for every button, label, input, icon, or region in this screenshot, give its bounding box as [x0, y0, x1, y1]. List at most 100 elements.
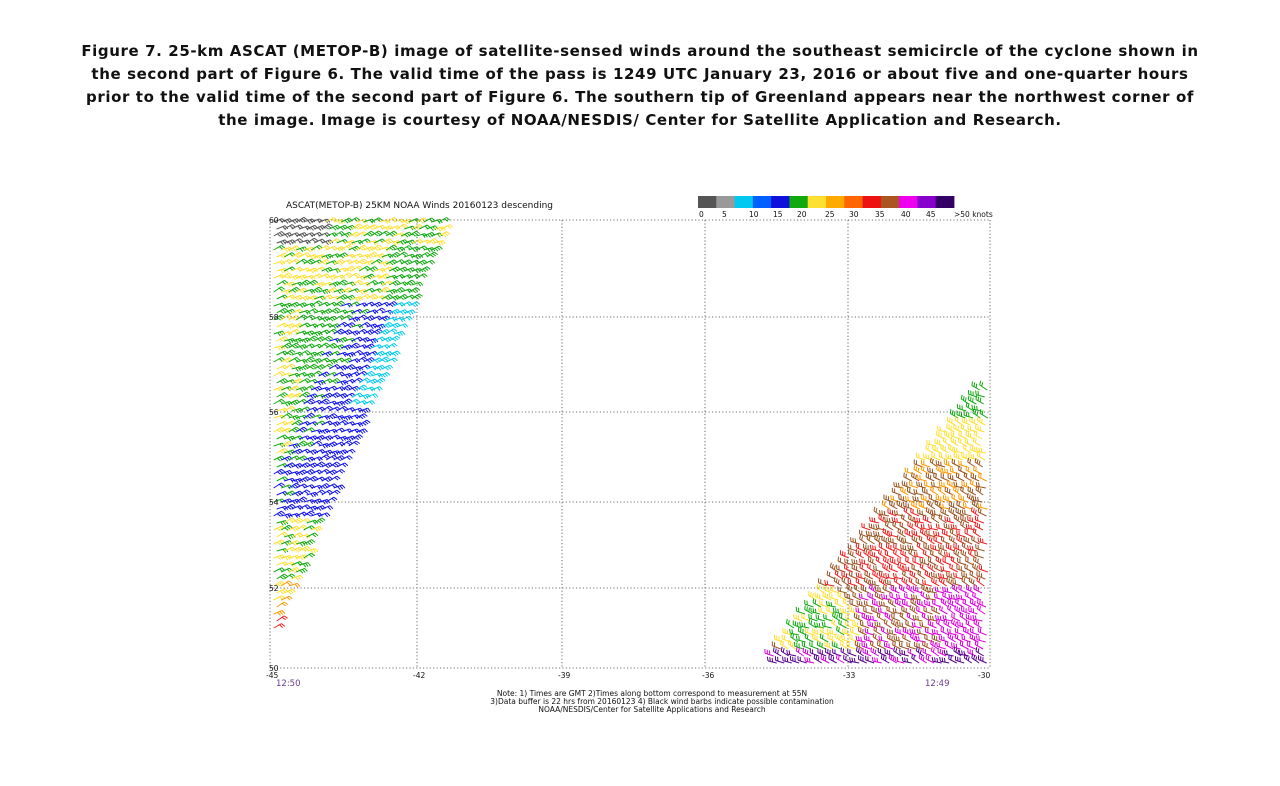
wind-barb — [348, 398, 361, 405]
wind-barb — [396, 293, 409, 300]
wind-barb — [858, 593, 869, 601]
wind-barb — [852, 591, 862, 601]
wind-barb — [911, 501, 921, 510]
wind-barb — [919, 621, 930, 629]
wind-barb — [288, 245, 301, 252]
wind-barb — [837, 591, 847, 601]
wind-barb — [962, 443, 972, 454]
wind-barb — [291, 238, 304, 244]
wind-barb — [283, 573, 296, 580]
wind-barb — [363, 370, 376, 377]
wind-barb — [325, 496, 338, 503]
wind-barb — [899, 649, 909, 657]
wind-barb — [858, 626, 867, 636]
wind-barb — [968, 452, 978, 461]
lon-label: -45 — [266, 671, 278, 680]
wind-barb — [949, 528, 959, 538]
wind-barb — [979, 380, 988, 391]
wind-barb — [975, 485, 984, 496]
wind-barbs-west-swath — [273, 216, 454, 629]
wind-barb — [273, 580, 286, 587]
wind-barb — [934, 499, 943, 510]
wind-barb — [913, 551, 924, 559]
wind-barb — [310, 286, 323, 293]
wind-barb — [972, 437, 982, 447]
wind-barb — [273, 345, 286, 351]
wind-barb — [298, 476, 311, 483]
wind-barb — [355, 384, 368, 391]
wind-barb — [954, 627, 965, 636]
wind-barb — [280, 272, 293, 279]
wind-barb — [296, 344, 308, 350]
wind-barb — [915, 646, 924, 657]
wind-barb — [957, 437, 967, 447]
wind-barb — [318, 499, 331, 505]
wind-barb — [847, 578, 857, 587]
wind-barb — [963, 472, 972, 482]
wind-barb — [276, 615, 288, 622]
wind-barb — [363, 315, 376, 322]
wind-barb — [295, 455, 308, 462]
wind-barb — [949, 563, 959, 573]
wind-barb — [943, 523, 954, 531]
wind-barb — [945, 543, 955, 552]
wind-barb — [884, 579, 895, 587]
wind-barb — [378, 315, 391, 322]
legend-swatch — [880, 196, 900, 208]
wind-barb — [363, 259, 376, 266]
wind-barb — [408, 230, 420, 237]
wind-barb — [303, 398, 315, 405]
wind-barb — [373, 377, 386, 384]
wind-barb — [343, 265, 356, 272]
legend-swatch — [899, 196, 918, 208]
wind-barb — [288, 482, 300, 489]
wind-barb — [882, 563, 891, 573]
wind-barb — [396, 251, 408, 258]
wind-barb — [949, 467, 960, 475]
wind-barb — [931, 452, 941, 461]
wind-barb — [801, 641, 811, 650]
wind-barb — [780, 646, 789, 657]
wind-barb — [913, 488, 924, 496]
wind-barb — [281, 498, 293, 505]
wind-barb — [385, 328, 398, 335]
wind-barb — [873, 506, 882, 517]
wind-barb — [318, 483, 331, 489]
wind-barb — [832, 611, 841, 622]
wind-barb — [964, 438, 974, 447]
wind-barb — [771, 641, 781, 650]
wind-barb — [863, 576, 873, 587]
wind-barb — [321, 363, 333, 370]
wind-barb — [931, 656, 942, 664]
wind-barb — [911, 472, 920, 482]
wind-barb — [836, 564, 846, 573]
wind-barb — [418, 266, 431, 273]
wind-barb — [961, 541, 970, 552]
wind-barb — [340, 231, 353, 238]
wind-barb — [888, 654, 897, 664]
wind-barb — [869, 516, 880, 524]
wind-barb — [943, 430, 953, 440]
wind-barb — [325, 454, 338, 461]
wind-barb — [963, 411, 974, 419]
legend-label: 0 — [699, 210, 704, 219]
legend-swatch — [771, 196, 790, 208]
wind-barb — [911, 534, 920, 545]
wind-barb — [291, 505, 304, 510]
wind-barb — [978, 564, 988, 573]
wind-barb — [909, 480, 919, 489]
wind-barb — [899, 611, 908, 622]
wind-barb — [829, 593, 839, 601]
wind-barb — [288, 471, 301, 476]
wind-barb — [795, 635, 806, 643]
wind-barb — [972, 527, 981, 538]
wind-barb — [946, 571, 956, 580]
wind-barb — [878, 514, 887, 524]
wind-barb — [358, 308, 371, 315]
wind-barb — [940, 626, 950, 636]
wind-barb — [288, 525, 301, 532]
wind-barb — [871, 656, 882, 664]
wind-barb — [817, 640, 826, 650]
lat-label: 50 — [269, 664, 279, 673]
wind-barb — [291, 435, 304, 441]
